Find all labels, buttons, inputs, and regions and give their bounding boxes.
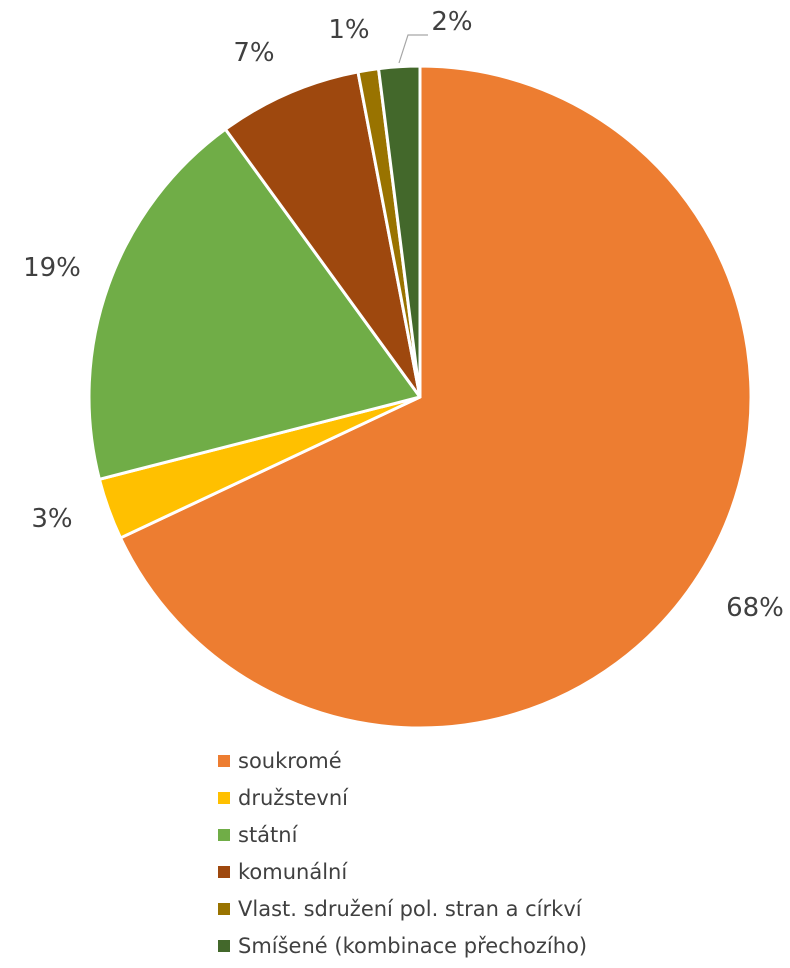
pie-slice-statni (87, 127, 422, 481)
data-labels: 68% 3% 19% 7% 1% 2% (23, 7, 784, 623)
legend-swatch (218, 902, 230, 915)
data-label-statni: 19% (23, 253, 81, 283)
legend: soukromé družstevní státní komunální Vlast. … (218, 742, 587, 964)
legend-swatch (218, 791, 230, 804)
data-label-komunalni: 7% (233, 38, 274, 68)
legend-label: soukromé (238, 748, 342, 773)
leader-line-smisene-kombinace-prechoziho (398, 34, 428, 64)
legend-swatch (218, 939, 230, 952)
legend-item-smisene-kombinace-prechoziho: Smíšené (kombinace přechozího) (218, 927, 587, 964)
data-label-smisene-kombinace-prechoziho: 2% (431, 7, 472, 37)
pie-slices (87, 64, 753, 730)
legend-label: Smíšené (kombinace přechozího) (238, 933, 588, 958)
legend-label: státní (238, 822, 298, 847)
legend-item-statni: státní (218, 816, 587, 853)
legend-label: komunální (238, 859, 348, 884)
legend-item-vlast-sdruzeni-pol-stran-a-cirkvi: Vlast. sdružení pol. stran a církví (218, 890, 587, 927)
pie-slice-komunalni (223, 70, 422, 399)
data-label-vlast-sdruzeni-pol-stran-a-cirkvi: 1% (328, 15, 369, 45)
legend-swatch (218, 828, 230, 841)
legend-item-komunalni: komunální (218, 853, 587, 890)
legend-item-soukrome: soukromé (218, 742, 587, 779)
legend-swatch (218, 865, 230, 878)
legend-label: družstevní (238, 785, 348, 810)
legend-label: Vlast. sdružení pol. stran a církví (238, 896, 582, 921)
legend-item-druzstevni: družstevní (218, 779, 587, 816)
pie-slice-soukrome (119, 64, 753, 730)
legend-swatch (218, 754, 230, 767)
data-label-druzstevni: 3% (31, 504, 72, 534)
pie-slice-smisene-kombinace-prechoziho (377, 64, 422, 399)
leader-lines (398, 34, 428, 64)
data-label-soukrome: 68% (726, 593, 784, 623)
